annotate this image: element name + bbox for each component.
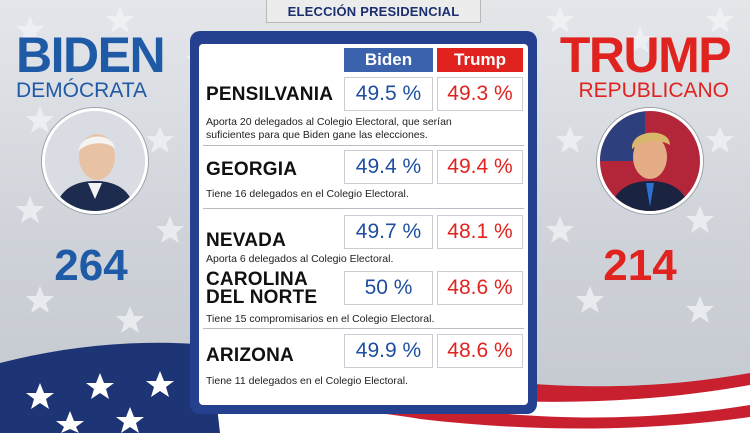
trump-percentage: 48.6 % bbox=[437, 271, 523, 305]
row-divider bbox=[203, 328, 524, 329]
biden-percentage: 49.4 % bbox=[344, 150, 433, 184]
results-table: Biden Trump PENSILVANIA 49.5 % 49.3 % Ap… bbox=[199, 44, 528, 405]
trump-percentage: 48.1 % bbox=[437, 215, 523, 249]
trump-percentage: 48.6 % bbox=[437, 334, 523, 368]
biden-percentage: 50 % bbox=[344, 271, 433, 305]
candidate-left-name: BIDEN bbox=[16, 27, 166, 83]
candidate-left-delegates: 264 bbox=[54, 241, 128, 290]
candidate-right: TRUMP REPUBLICANO bbox=[555, 30, 735, 102]
biden-percentage: 49.7 % bbox=[344, 215, 433, 249]
results-panel: Biden Trump PENSILVANIA 49.5 % 49.3 % Ap… bbox=[190, 31, 537, 414]
state-name: ARIZONA bbox=[206, 345, 294, 366]
candidate-left: BIDEN DEMÓCRATA bbox=[16, 30, 188, 102]
state-note: Aporta 6 delegados al Colegio Electoral. bbox=[206, 253, 394, 265]
section-header: ELECCIÓN PRESIDENCIAL bbox=[266, 0, 481, 23]
state-name: CAROLINA DEL NORTE bbox=[206, 269, 318, 308]
column-header-biden: Biden bbox=[344, 48, 433, 72]
state-name: GEORGIA bbox=[206, 159, 298, 180]
state-name: NEVADA bbox=[206, 230, 287, 251]
candidate-left-party: DEMÓCRATA bbox=[16, 79, 148, 102]
row-divider bbox=[203, 145, 524, 146]
trump-percentage: 49.4 % bbox=[437, 150, 523, 184]
candidate-right-portrait bbox=[597, 108, 703, 214]
candidate-left-portrait bbox=[42, 108, 148, 214]
candidate-right-count-box: 214 bbox=[555, 244, 725, 288]
biden-percentage: 49.9 % bbox=[344, 334, 433, 368]
row-divider bbox=[203, 208, 524, 209]
candidate-left-count-box: 264 bbox=[16, 244, 166, 288]
candidate-right-party: REPUBLICANO bbox=[578, 79, 729, 102]
candidate-right-delegates: 214 bbox=[603, 241, 677, 290]
state-note: Tiene 11 delegados en el Colegio Elector… bbox=[206, 375, 408, 387]
candidate-right-name: TRUMP bbox=[559, 27, 732, 83]
state-note: Aporta 20 delegados al Colegio Electoral… bbox=[206, 116, 452, 141]
column-header-trump: Trump bbox=[437, 48, 523, 72]
trump-percentage: 49.3 % bbox=[437, 77, 523, 111]
state-note: Tiene 15 compromisarios en el Colegio El… bbox=[206, 313, 435, 325]
biden-percentage: 49.5 % bbox=[344, 77, 433, 111]
state-name: PENSILVANIA bbox=[206, 84, 334, 105]
state-note: Tiene 16 delegados en el Colegio Elector… bbox=[206, 188, 409, 200]
section-header-title: ELECCIÓN PRESIDENCIAL bbox=[287, 3, 460, 19]
